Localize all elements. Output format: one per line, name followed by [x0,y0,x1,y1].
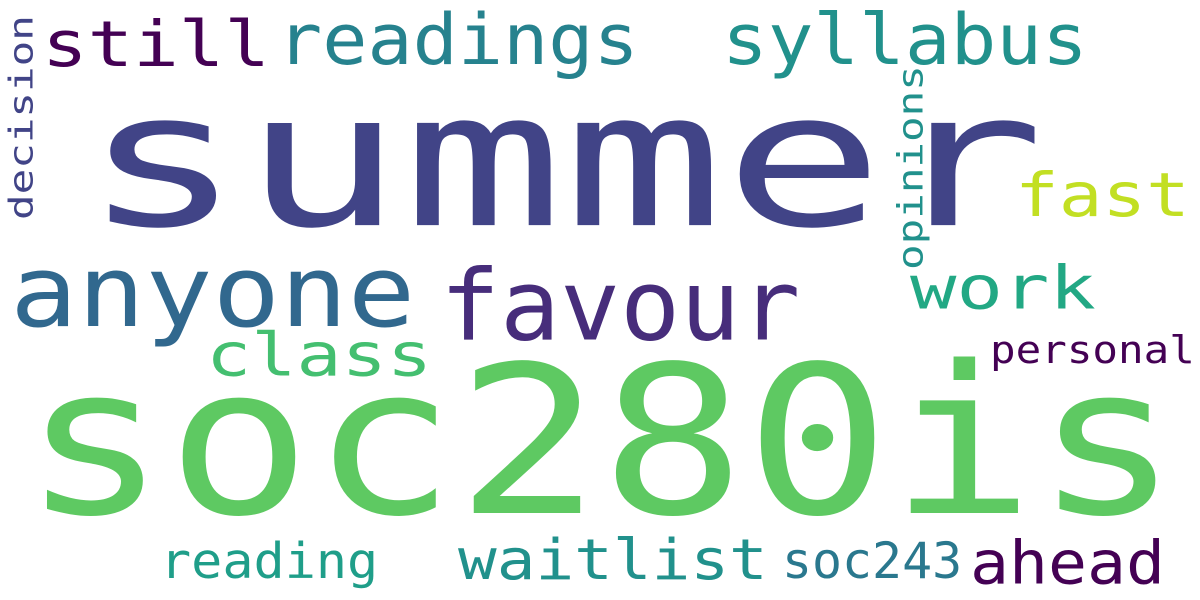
word-soc243: soc243 [782,531,963,590]
word-readings: readings [277,0,639,81]
word-fast: fast [1015,159,1190,231]
word-waitlist: waitlist [458,526,768,593]
word-anyone: anyone [10,234,416,350]
word-summer: summer [82,51,1045,270]
word-reading: reading [160,532,379,590]
word-personal: personal [990,327,1195,373]
word-ahead: ahead [970,527,1166,598]
word-class: class [206,319,433,390]
word-work: work [910,252,1096,323]
word-opinions: opinions [889,65,931,270]
word-favour: favour [440,248,801,363]
word-syllabus: syllabus [722,0,1088,81]
word-decision: decision [2,15,41,220]
word-still: still [42,7,271,82]
word-soc280is: soc280is [22,321,1180,563]
